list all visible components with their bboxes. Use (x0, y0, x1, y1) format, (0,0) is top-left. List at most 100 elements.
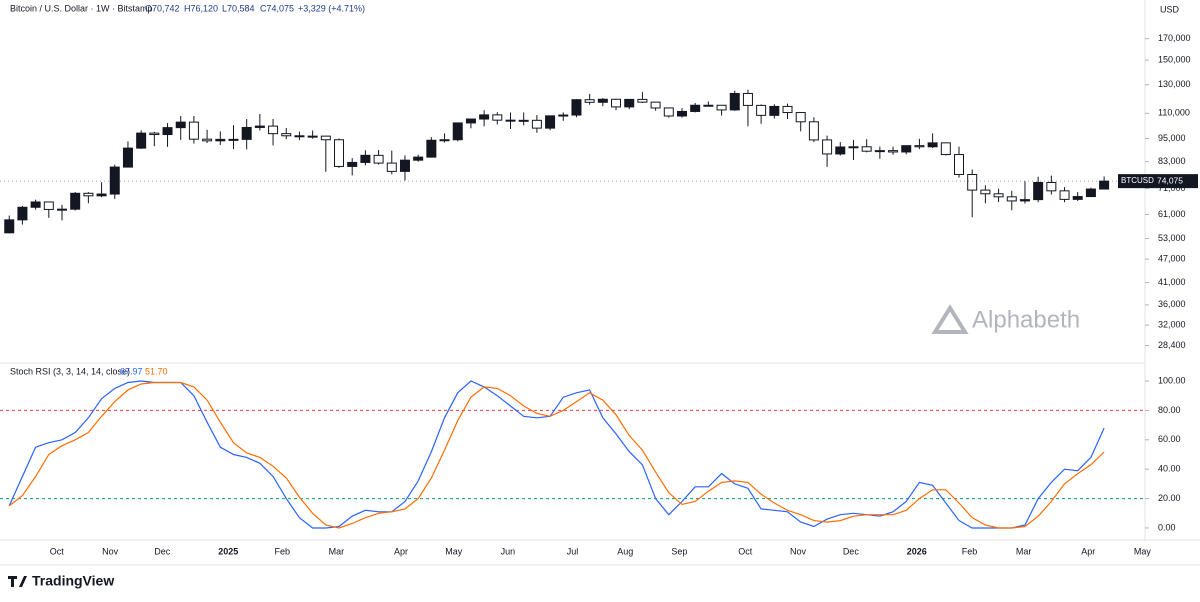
candle-body (360, 154, 371, 163)
footer-logo[interactable]: TradingView (8, 573, 114, 589)
y-tick-label: 41,000 (1158, 277, 1186, 287)
candle-body (848, 146, 859, 149)
candle-body (531, 119, 542, 129)
candle-body (268, 125, 279, 135)
x-tick-label: Dec (154, 546, 171, 556)
watermark: Alphabeth (972, 306, 1080, 333)
x-tick-label: May (445, 546, 463, 556)
candle-body (122, 147, 133, 168)
candle-body (30, 201, 41, 208)
x-tick-label: Jun (501, 546, 516, 556)
symbol-title: Bitcoin / U.S. Dollar · 1W · Bitstamp (10, 3, 153, 13)
candle-body (954, 154, 965, 175)
y-tick-label: 32,000 (1158, 319, 1186, 329)
watermark-icon (931, 304, 969, 334)
candle-body (637, 98, 648, 103)
x-tick-label: Feb (962, 546, 978, 556)
candle-body (1033, 181, 1044, 201)
candle-body (241, 126, 252, 140)
legend-value: 67.97 (120, 366, 143, 376)
x-tick-label: 2026 (907, 546, 927, 556)
y-tick-label: 60.00 (1158, 434, 1181, 444)
stoch-line (8, 380, 1105, 529)
candle-body (888, 150, 899, 153)
candle-body (386, 162, 397, 172)
candle-body (70, 192, 81, 210)
stoch-line (8, 381, 1105, 529)
y-tick-label: 0.00 (1158, 522, 1176, 532)
candle-body (624, 98, 635, 108)
candle-body (584, 99, 595, 103)
candle-body (4, 219, 15, 234)
candle-body (940, 142, 951, 156)
candle-body (228, 138, 239, 141)
watermark-logo: Alphabeth (931, 304, 1080, 334)
price-tag-value: 74,075 (1157, 175, 1183, 185)
candle-body (545, 115, 556, 129)
x-tick-label: Jul (567, 546, 579, 556)
candle-body (56, 208, 67, 211)
y-tick-label: 170,000 (1158, 33, 1191, 43)
candle-body (294, 135, 305, 138)
candle-body (901, 145, 912, 153)
candle-body (861, 146, 872, 152)
candle-body (479, 114, 490, 120)
candle-body (399, 159, 410, 172)
candle-body (334, 139, 345, 167)
candle-body (716, 104, 727, 111)
candle-body (96, 193, 107, 197)
ohlc-value: O70,742 (145, 3, 180, 13)
candle-body (83, 192, 94, 197)
y-tick-label: 20.00 (1158, 493, 1181, 503)
ohlc-value: +3,329 (+4.71%) (298, 3, 365, 13)
x-tick-label: Mar (329, 546, 345, 556)
indicator-title: Stoch RSI (3, 3, 14, 14, close) (10, 366, 130, 376)
candle-body (690, 104, 701, 112)
candle-body (769, 105, 780, 116)
candle-body (597, 98, 608, 103)
y-tick-label: 53,000 (1158, 233, 1186, 243)
x-tick-label: Oct (738, 546, 753, 556)
ohlc-value: C74,075 (260, 3, 294, 13)
y-tick-label: 83,000 (1158, 156, 1186, 166)
x-tick-label: Apr (394, 546, 408, 556)
candle-body (914, 145, 925, 148)
candle-body (307, 135, 318, 138)
candle-body (1046, 181, 1057, 192)
candle-body (281, 133, 292, 137)
x-tick-label: Sep (671, 546, 687, 556)
candle-body (1085, 188, 1096, 198)
y-tick-label: 130,000 (1158, 79, 1191, 89)
candle-body (611, 98, 622, 108)
candle-body (518, 119, 529, 122)
ohlc-value: L70,584 (222, 3, 255, 13)
candle-body (465, 118, 476, 124)
candle-body (136, 132, 147, 149)
candle-body (1072, 196, 1083, 200)
candle-body (439, 139, 450, 142)
x-tick-label: Nov (790, 546, 807, 556)
y-tick-label: 110,000 (1158, 108, 1190, 118)
candle-body (927, 142, 938, 148)
x-tick-label: Mar (1016, 546, 1032, 556)
currency: USD (1160, 4, 1180, 14)
y-tick-label: 150,000 (1158, 55, 1191, 65)
candle-body (822, 139, 833, 155)
candle-body (980, 189, 991, 195)
candle-body (426, 139, 437, 158)
candle-body (149, 132, 160, 136)
candle-body (874, 150, 885, 153)
candle-body (162, 127, 173, 136)
candle-body (1006, 196, 1017, 202)
candle-body (729, 92, 740, 111)
candle-body (571, 99, 582, 116)
candle-body (967, 173, 978, 191)
y-tick-label: 28,400 (1158, 340, 1186, 350)
candle-body (492, 114, 503, 121)
price-tag-box (1118, 174, 1198, 189)
candle-body (558, 114, 569, 117)
x-tick-label: Aug (617, 546, 633, 556)
candle-body (703, 104, 714, 107)
candle-body (663, 107, 674, 117)
footer-brand: TradingView (32, 573, 114, 589)
